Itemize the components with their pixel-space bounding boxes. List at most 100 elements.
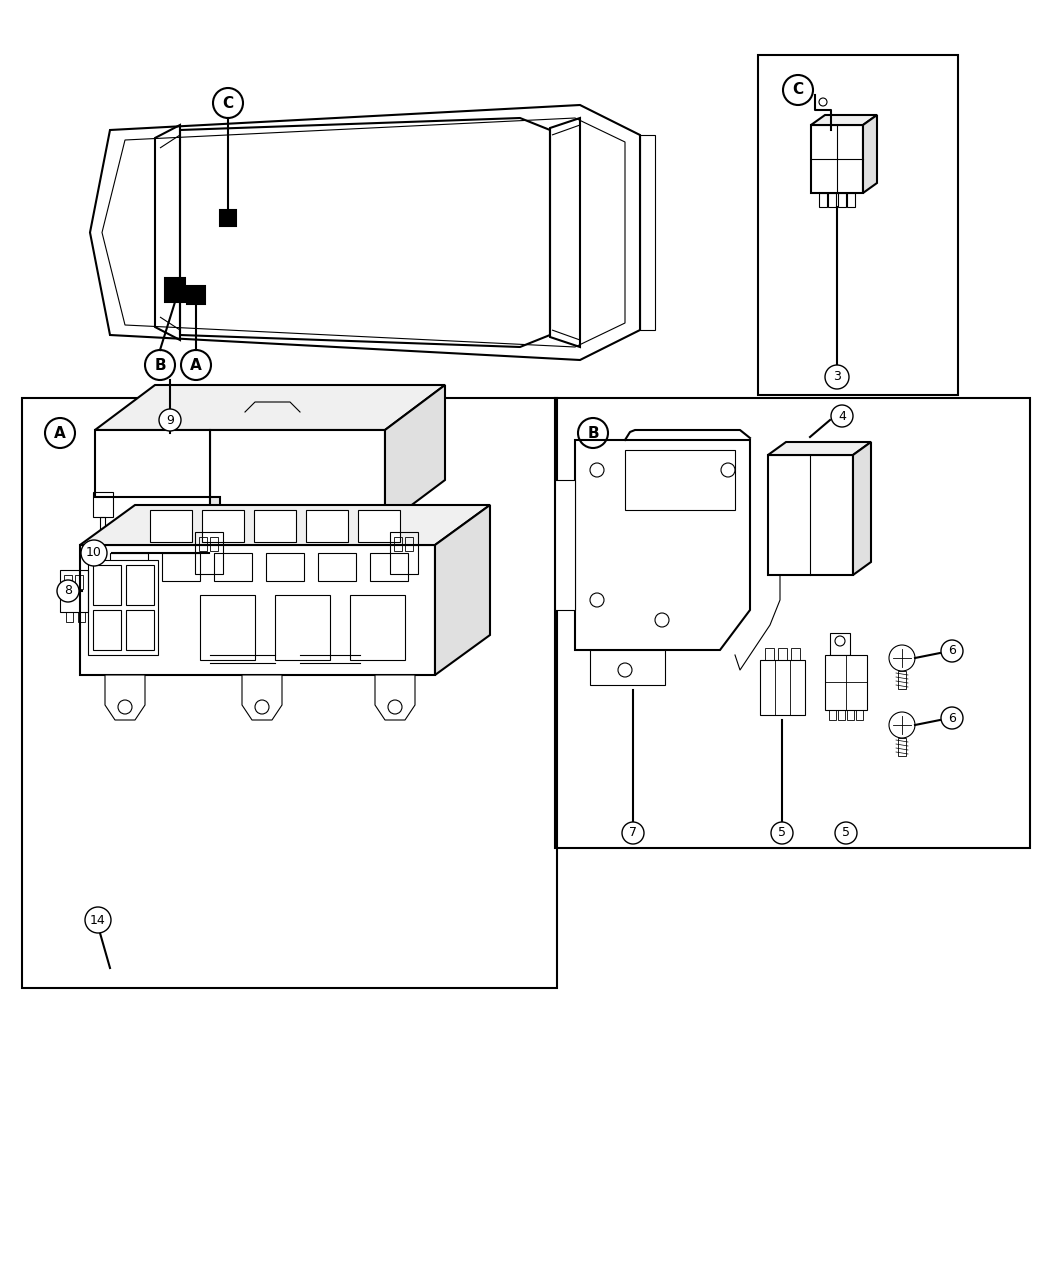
Polygon shape (625, 450, 735, 510)
Circle shape (159, 409, 181, 431)
Bar (847, 193, 855, 207)
Text: 14: 14 (90, 913, 106, 927)
Text: 5: 5 (778, 826, 786, 839)
Text: 5: 5 (842, 826, 850, 839)
Bar (195, 532, 223, 574)
Polygon shape (266, 553, 304, 581)
Polygon shape (350, 595, 405, 660)
Polygon shape (275, 595, 330, 660)
Text: 9: 9 (166, 413, 174, 427)
Bar (555, 398, 1030, 848)
Text: B: B (154, 357, 166, 372)
Bar (830, 710, 836, 720)
Polygon shape (375, 674, 415, 720)
Polygon shape (94, 430, 210, 497)
Text: 10: 10 (86, 547, 102, 560)
Bar (778, 648, 788, 660)
Text: 6: 6 (948, 711, 956, 724)
Text: 6: 6 (948, 644, 956, 658)
Polygon shape (318, 553, 356, 581)
Polygon shape (811, 115, 877, 125)
Bar (405, 537, 413, 551)
Polygon shape (555, 479, 575, 609)
Polygon shape (80, 544, 435, 674)
Bar (394, 537, 402, 551)
Text: 8: 8 (64, 584, 72, 598)
Circle shape (622, 822, 644, 844)
Bar (60, 570, 88, 612)
Circle shape (941, 708, 963, 729)
Polygon shape (200, 595, 255, 660)
Polygon shape (210, 430, 385, 525)
Polygon shape (94, 385, 445, 430)
Bar (165, 278, 185, 302)
Circle shape (57, 580, 79, 602)
Text: B: B (587, 426, 598, 440)
Bar (200, 537, 207, 551)
Bar (819, 193, 827, 207)
Circle shape (85, 907, 111, 933)
Bar (640, 135, 655, 330)
Polygon shape (105, 674, 145, 720)
Bar (838, 710, 845, 720)
Polygon shape (210, 497, 220, 525)
Polygon shape (825, 655, 867, 710)
Bar (898, 738, 906, 756)
Polygon shape (768, 455, 853, 575)
Bar (210, 537, 218, 551)
Polygon shape (863, 115, 877, 193)
Circle shape (831, 405, 853, 427)
Polygon shape (88, 560, 158, 655)
Bar (93, 492, 113, 516)
Polygon shape (90, 105, 640, 360)
Bar (187, 286, 205, 303)
Polygon shape (214, 553, 252, 581)
Bar (390, 532, 418, 574)
Polygon shape (435, 505, 490, 674)
Polygon shape (202, 510, 244, 542)
Bar (791, 648, 800, 660)
Polygon shape (93, 565, 121, 606)
Bar (66, 612, 74, 622)
Polygon shape (853, 442, 871, 575)
Polygon shape (358, 510, 400, 542)
Polygon shape (150, 510, 192, 542)
Text: A: A (55, 426, 66, 440)
Bar (765, 648, 774, 660)
Bar (856, 710, 863, 720)
Text: C: C (793, 83, 803, 97)
Bar (78, 612, 85, 622)
Polygon shape (768, 442, 871, 455)
Bar (828, 193, 836, 207)
Polygon shape (254, 510, 296, 542)
Polygon shape (110, 553, 148, 581)
Bar (22, 398, 556, 988)
Bar (64, 575, 72, 589)
Polygon shape (370, 553, 408, 581)
Circle shape (825, 365, 849, 389)
Polygon shape (162, 553, 200, 581)
Polygon shape (811, 125, 863, 193)
Polygon shape (760, 660, 805, 715)
Bar (220, 210, 236, 226)
Bar (838, 193, 846, 207)
Text: 7: 7 (629, 826, 637, 839)
Polygon shape (575, 440, 750, 650)
Polygon shape (126, 565, 154, 606)
Text: A: A (190, 357, 202, 372)
Text: 4: 4 (838, 409, 846, 422)
Bar (75, 575, 83, 589)
Text: C: C (223, 96, 233, 111)
Polygon shape (306, 510, 348, 542)
Bar (847, 710, 854, 720)
Bar (830, 632, 850, 655)
Bar (100, 516, 105, 532)
Polygon shape (80, 505, 490, 544)
Circle shape (771, 822, 793, 844)
Polygon shape (93, 609, 121, 650)
Circle shape (941, 640, 963, 662)
Circle shape (835, 822, 857, 844)
Bar (898, 671, 906, 688)
Polygon shape (590, 650, 665, 685)
Polygon shape (242, 674, 282, 720)
